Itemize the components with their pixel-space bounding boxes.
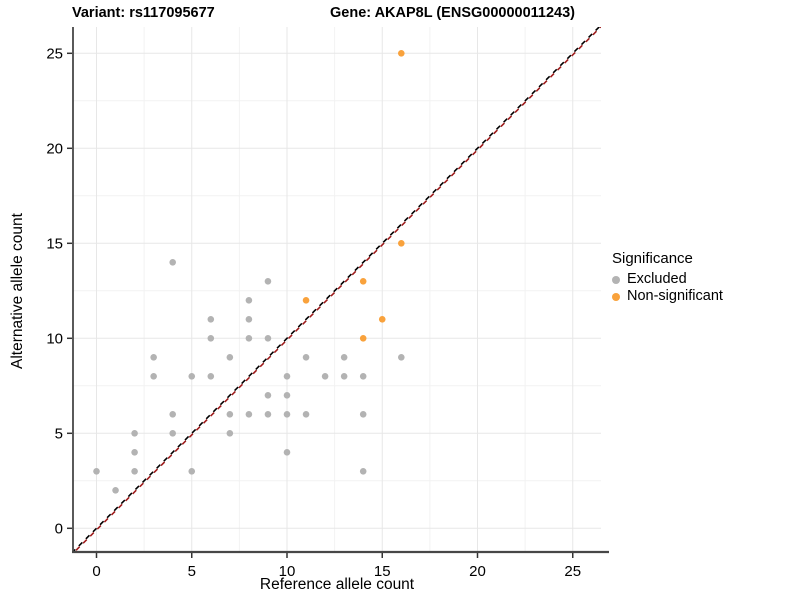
data-point bbox=[207, 373, 215, 380]
legend-title: Significance bbox=[612, 250, 693, 267]
data-point bbox=[398, 240, 405, 247]
x-tick-label: 5 bbox=[188, 563, 196, 580]
data-point bbox=[93, 468, 100, 475]
data-point bbox=[226, 430, 234, 437]
gene-title: Gene: AKAP8L (ENSG00000011243) bbox=[330, 5, 576, 21]
data-point bbox=[264, 411, 272, 418]
data-point bbox=[264, 392, 272, 399]
data-point bbox=[131, 468, 138, 475]
data-point bbox=[169, 259, 176, 266]
data-point bbox=[188, 468, 196, 475]
data-point bbox=[245, 316, 253, 323]
data-point bbox=[359, 278, 367, 285]
legend-label-nonsignificant: Non-significant bbox=[627, 288, 723, 304]
data-point bbox=[169, 430, 176, 437]
data-point bbox=[378, 316, 386, 323]
data-point bbox=[359, 468, 367, 475]
data-point bbox=[131, 449, 138, 456]
data-point bbox=[264, 335, 272, 342]
excluded-dot-icon bbox=[612, 275, 620, 284]
data-point bbox=[283, 392, 291, 399]
data-point bbox=[302, 411, 310, 418]
y-tick-label: 0 bbox=[55, 520, 63, 537]
legend-item-excluded: Excluded bbox=[612, 271, 723, 288]
data-point bbox=[169, 411, 176, 418]
y-axis-title: Alternative allele count bbox=[9, 213, 26, 369]
data-point bbox=[188, 373, 196, 380]
identity-line-red bbox=[73, 27, 601, 552]
data-point bbox=[207, 335, 215, 342]
data-point bbox=[283, 373, 291, 380]
data-point bbox=[398, 50, 405, 57]
data-point bbox=[245, 297, 253, 304]
y-tick-label: 25 bbox=[46, 45, 63, 62]
data-point bbox=[207, 316, 215, 323]
data-point bbox=[321, 373, 329, 380]
legend-label-excluded: Excluded bbox=[627, 271, 687, 287]
data-point bbox=[264, 278, 272, 285]
data-point bbox=[150, 373, 157, 380]
y-tick-label: 5 bbox=[55, 425, 63, 442]
data-point bbox=[302, 297, 310, 304]
data-point bbox=[131, 430, 138, 437]
data-point bbox=[359, 411, 367, 418]
variant-title: Variant: rs117095677 bbox=[72, 5, 215, 21]
y-tick-label: 15 bbox=[46, 235, 63, 252]
data-point bbox=[359, 335, 367, 342]
data-point bbox=[359, 373, 367, 380]
legend: Significance Excluded Non-significant bbox=[612, 250, 723, 305]
identity-line-black bbox=[73, 27, 601, 552]
data-point bbox=[245, 411, 253, 418]
x-tick-label: 20 bbox=[469, 563, 486, 580]
data-point bbox=[245, 335, 253, 342]
data-point bbox=[302, 354, 310, 361]
x-tick-label: 25 bbox=[564, 563, 581, 580]
data-point bbox=[340, 354, 348, 361]
data-point bbox=[340, 373, 348, 380]
data-point bbox=[398, 354, 405, 361]
x-axis-title: Reference allele count bbox=[259, 576, 415, 593]
nonsignificant-dot-icon bbox=[612, 292, 620, 301]
y-tick-label: 10 bbox=[46, 330, 63, 347]
data-point bbox=[226, 354, 234, 361]
data-point bbox=[283, 449, 291, 456]
data-point bbox=[150, 354, 157, 361]
x-tick-label: 15 bbox=[374, 563, 391, 580]
x-tick-label: 0 bbox=[92, 563, 100, 580]
x-tick-label: 10 bbox=[279, 563, 296, 580]
y-tick-label: 20 bbox=[46, 140, 63, 157]
data-point bbox=[226, 411, 234, 418]
legend-item-nonsignificant: Non-significant bbox=[612, 288, 723, 305]
data-point bbox=[112, 487, 119, 494]
data-point bbox=[283, 411, 291, 418]
